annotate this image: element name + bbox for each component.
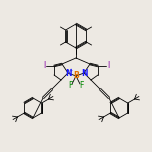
Text: +: + xyxy=(68,68,73,73)
Text: I: I xyxy=(107,62,109,71)
Text: N: N xyxy=(65,69,71,78)
Text: B: B xyxy=(73,71,79,81)
Text: F: F xyxy=(68,81,73,90)
Text: I: I xyxy=(43,62,45,71)
Text: F: F xyxy=(79,81,84,90)
Text: N: N xyxy=(81,69,87,78)
